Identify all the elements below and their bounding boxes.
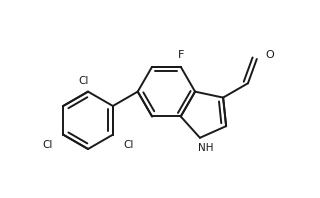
Text: Cl: Cl	[42, 140, 52, 150]
Text: Cl: Cl	[79, 76, 89, 86]
Text: NH: NH	[198, 143, 214, 153]
Text: O: O	[265, 50, 274, 60]
Text: Cl: Cl	[124, 140, 134, 150]
Text: F: F	[178, 50, 184, 60]
